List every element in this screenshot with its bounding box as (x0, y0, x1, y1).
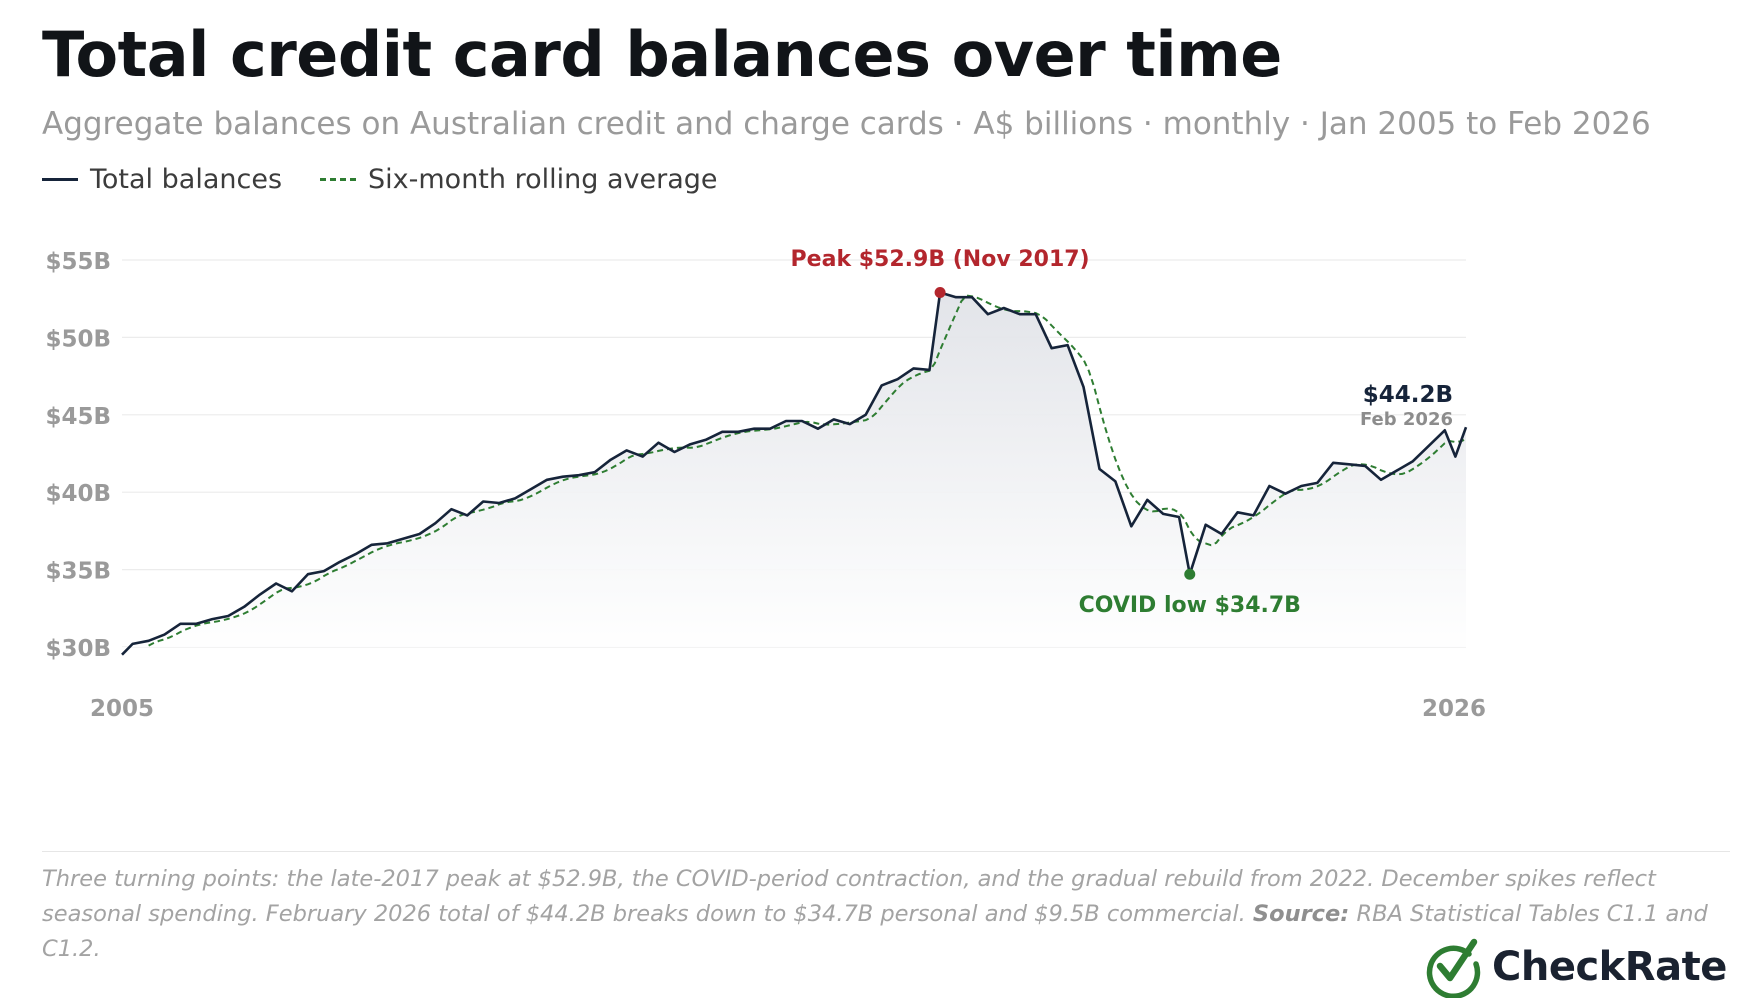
chart-title: Total credit card balances over time (42, 18, 1282, 91)
peak-marker (934, 287, 946, 299)
covid-low-label: COVID low $34.7B (1079, 593, 1301, 618)
y-tick-label: $45B (45, 404, 111, 430)
checkmark-circle-icon (1426, 938, 1481, 998)
axis-labels: $55B $50B $45B $40B $35B $30B 2005 2026 (45, 249, 1486, 722)
y-tick-label: $30B (45, 636, 111, 662)
latest-value-label: $44.2B (1363, 382, 1453, 408)
footer-divider (42, 851, 1730, 852)
area-under-total (122, 292, 1466, 655)
covid-low-marker (1184, 568, 1196, 580)
chart-subtitle: Aggregate balances on Australian credit … (42, 106, 1651, 142)
brand-name: CheckRate (1492, 944, 1727, 990)
legend-swatch-dashed (320, 178, 357, 181)
y-tick-label: $50B (45, 326, 111, 352)
source-label: Source: (1252, 901, 1350, 927)
legend-swatch-solid (42, 178, 78, 181)
legend-label-average: Six-month rolling average (368, 164, 718, 195)
y-tick-label: $35B (45, 559, 111, 585)
line-chart: $55B $50B $45B $40B $35B $30B 2005 2026 Peak $5… (45, 247, 1486, 722)
footnote-text: Three turning points: the late-2017 peak… (42, 866, 1656, 927)
legend: Total balances Six-month rolling average (42, 164, 756, 195)
peak-label: Peak $52.9B (Nov 2017) (791, 247, 1090, 272)
x-tick-label: 2026 (1422, 696, 1486, 722)
latest-date-label: Feb 2026 (1360, 409, 1453, 430)
x-tick-label: 2005 (90, 696, 154, 722)
annotations: Peak $52.9B (Nov 2017) COVID low $34.7B $4… (791, 247, 1453, 618)
series-line-rolling-average (148, 294, 1467, 647)
series-line-total-balances (121, 291, 1468, 656)
source-text: RBA Statistical Tables C1.1 and C1.2. (42, 901, 1708, 962)
area-fill (122, 292, 1466, 655)
rolling-average-layer (148, 294, 1467, 647)
footnote: Three turning points: the late-2017 peak… (42, 862, 1722, 967)
legend-item-average: Six-month rolling average (320, 164, 718, 195)
brand-logo: CheckRate (1422, 936, 1727, 998)
y-tick-label: $40B (45, 481, 111, 507)
legend-label-total: Total balances (90, 164, 283, 195)
total-balances-layer (121, 291, 1468, 656)
y-tick-label: $55B (45, 249, 111, 275)
legend-item-total: Total balances (42, 164, 282, 195)
